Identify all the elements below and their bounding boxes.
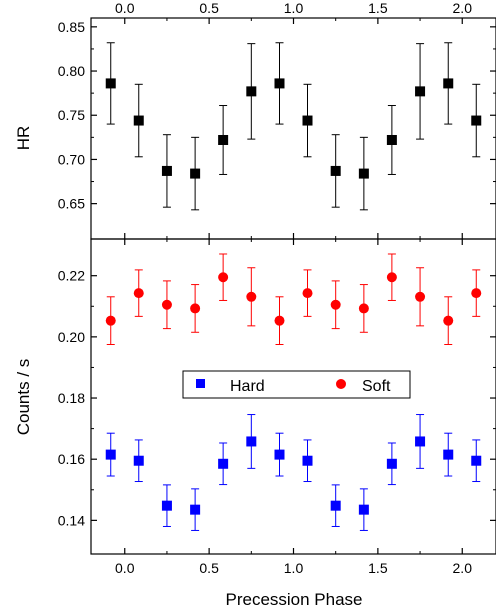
counts-panel: 0.14 0.16 0.18 0.20 0.22 <box>58 238 496 555</box>
data-point <box>133 115 144 126</box>
data-point <box>358 303 369 314</box>
top-x-tick-label: 1.0 <box>284 0 304 16</box>
data-point <box>443 449 454 460</box>
data-point <box>386 458 397 469</box>
x-tick-label: 1.0 <box>284 560 304 576</box>
counts-y-axis-title: Counts / s <box>14 359 33 436</box>
data-point <box>330 165 341 176</box>
y-tick-label: 0.70 <box>58 151 85 167</box>
data-point <box>161 500 172 511</box>
legend-soft-marker <box>336 379 346 389</box>
data-point <box>443 315 454 326</box>
data-point <box>218 272 229 283</box>
y-tick-label: 0.18 <box>58 390 85 406</box>
data-point <box>386 134 397 145</box>
data-point <box>415 86 426 97</box>
data-point <box>415 436 426 447</box>
y-tick-label: 0.80 <box>58 63 85 79</box>
data-point <box>471 288 482 299</box>
x-tick-label: 0.0 <box>115 560 135 576</box>
legend: Hard Soft <box>182 370 411 399</box>
data-point <box>443 78 454 89</box>
data-point <box>218 134 229 145</box>
y-tick-label: 0.20 <box>58 329 85 345</box>
data-point <box>358 504 369 515</box>
hr-panel: 0.65 0.70 0.75 0.80 0.85 <box>58 17 496 240</box>
data-point <box>133 288 144 299</box>
y-tick-label: 0.65 <box>58 196 85 212</box>
plot-frame <box>90 17 496 240</box>
data-point <box>471 455 482 466</box>
data-point <box>386 272 397 283</box>
data-point <box>302 115 313 126</box>
data-point <box>105 315 116 326</box>
data-point <box>330 500 341 511</box>
x-tick-label: 2.0 <box>453 560 473 576</box>
data-point <box>105 449 116 460</box>
data-point <box>274 315 285 326</box>
legend-soft-label: Soft <box>362 378 391 395</box>
data-point <box>105 78 116 89</box>
top-x-tick-label: 0.0 <box>115 0 135 16</box>
data-point <box>133 455 144 466</box>
data-point <box>218 458 229 469</box>
data-point <box>274 78 285 89</box>
y-tick-label: 0.75 <box>58 107 85 123</box>
top-x-tick-label: 0.5 <box>199 0 219 16</box>
y-tick-label: 0.22 <box>58 268 85 284</box>
legend-hard-marker <box>196 379 205 388</box>
data-point <box>415 291 426 302</box>
legend-box <box>182 370 411 399</box>
data-point <box>471 115 482 126</box>
y-tick-label: 0.16 <box>58 451 85 467</box>
data-point <box>190 168 201 179</box>
data-point <box>161 299 172 310</box>
data-point <box>302 288 313 299</box>
data-point <box>190 504 201 515</box>
data-point <box>161 165 172 176</box>
legend-hard-label: Hard <box>230 378 265 395</box>
x-axis-title: Precession Phase <box>225 590 362 609</box>
data-point <box>358 168 369 179</box>
hr-y-axis-title: HR <box>14 126 33 151</box>
data-point <box>330 299 341 310</box>
data-point <box>190 303 201 314</box>
top-x-axis: 0.0 0.5 1.0 1.5 2.0 <box>115 0 472 16</box>
y-tick-label: 0.85 <box>58 19 85 35</box>
data-point <box>302 455 313 466</box>
top-x-tick-label: 1.5 <box>368 0 388 16</box>
data-point <box>274 449 285 460</box>
data-point <box>246 436 257 447</box>
data-point <box>246 86 257 97</box>
bottom-x-axis: 0.0 0.5 1.0 1.5 2.0 <box>115 560 472 576</box>
y-tick-label: 0.14 <box>58 512 85 528</box>
x-tick-label: 0.5 <box>199 560 219 576</box>
data-point <box>246 291 257 302</box>
top-x-tick-label: 2.0 <box>453 0 473 16</box>
x-tick-label: 1.5 <box>368 560 388 576</box>
